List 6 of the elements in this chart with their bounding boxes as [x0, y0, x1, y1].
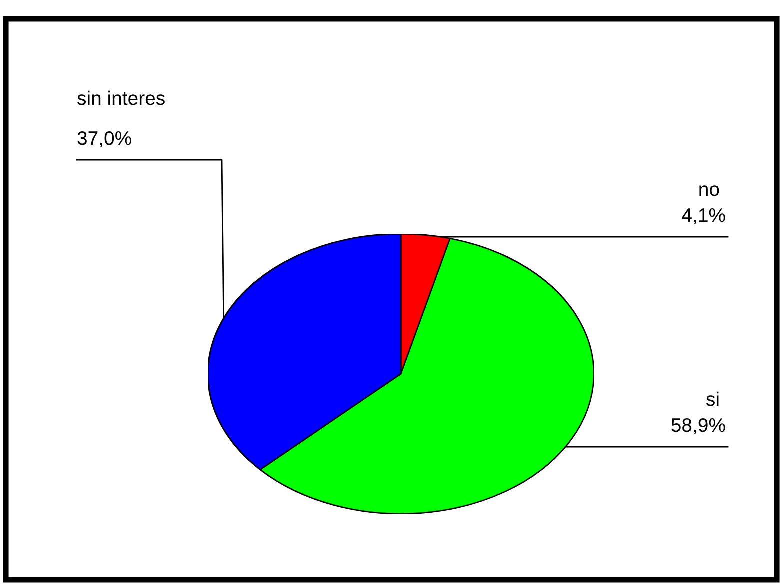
slice-label: sin interes [78, 90, 165, 106]
slice-label: no [700, 186, 720, 196]
data-label: 4,1% [682, 208, 726, 225]
data-label: 37,0% [78, 131, 132, 148]
data-label: 58,9% [672, 418, 726, 435]
slice-label: si [706, 392, 719, 406]
